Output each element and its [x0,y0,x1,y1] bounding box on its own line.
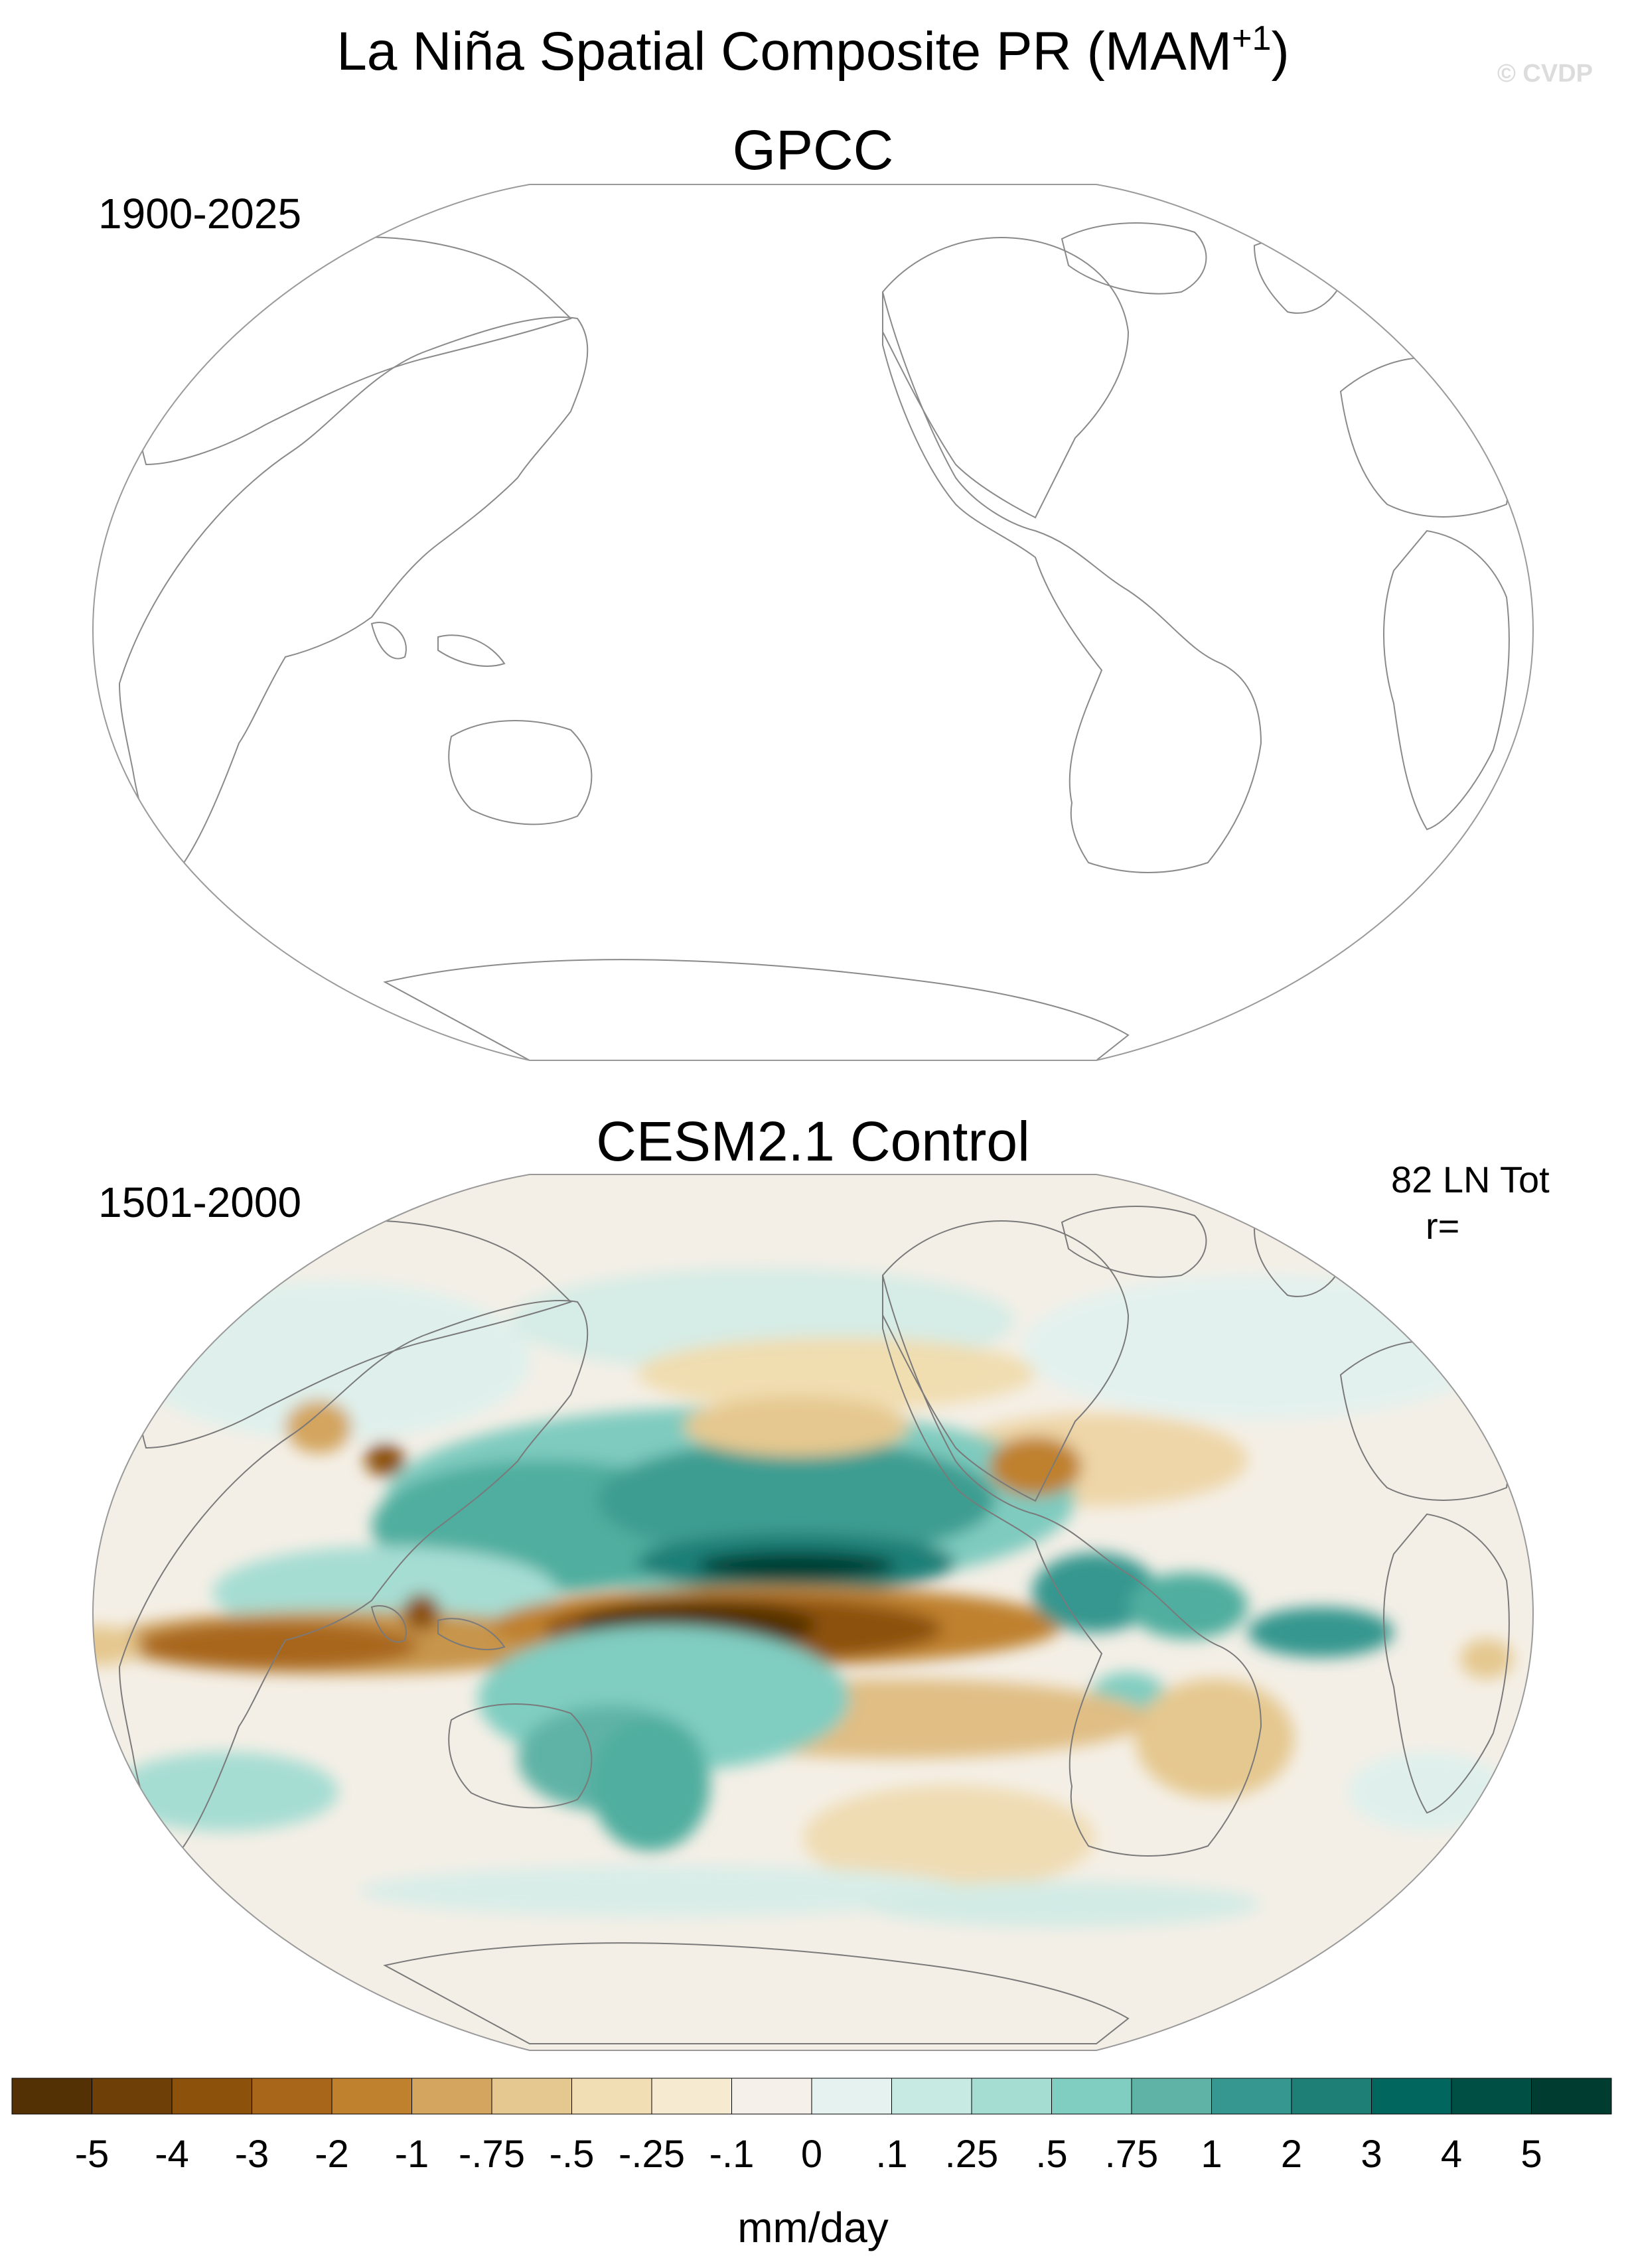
colorbar-box [1451,2078,1532,2115]
title-superscript: +1 [1232,19,1272,58]
colorbar-box [811,2078,892,2115]
colorbar: -5 -4 -3 -2 -1 -.75 -.5 -.25 -.1 0 .1 .25 .5 .75 1 2 3 4 5 [11,2078,1612,2176]
panel2-period: 1501-2000 [98,1178,302,1226]
colorbar-tick-labels: -5 -4 -3 -2 -1 -.75 -.5 -.25 -.1 0 .1 .25 .5 .75 1 2 3 4 5 [75,2133,1542,2176]
colorbar-box [1531,2078,1612,2115]
colorbar-box [1211,2078,1292,2115]
colorbar-box [1051,2078,1132,2115]
colorbar-box [92,2078,173,2115]
colorbar-unit: mm/day [737,2204,889,2251]
panel2-correlation: r= [1426,1205,1460,1247]
colorbar-tick-label: -.25 [619,2133,685,2176]
colorbar-box [11,2078,92,2115]
watermark: © CVDP [1497,60,1593,88]
precip-field [93,1174,1533,2050]
colorbar-tick-label: .1 [875,2133,907,2176]
colorbar-tick-label: -2 [315,2133,349,2176]
colorbar-box [731,2078,812,2115]
colorbar-box [171,2078,252,2115]
colorbar-box [252,2078,333,2115]
colorbar-tick-label: 0 [801,2133,822,2176]
colorbar-box [1131,2078,1212,2115]
map-gpcc [92,184,1534,1061]
panel2-title: CESM2.1 Control [596,1110,1030,1172]
colorbar-tick-label: .25 [945,2133,999,2176]
colorbar-box [1371,2078,1452,2115]
colorbar-tick-label: -4 [155,2133,189,2176]
panel1-title: GPCC [732,119,894,181]
colorbar-tick-label: -3 [235,2133,269,2176]
colorbar-tick-label: 2 [1281,2133,1302,2176]
colorbar-box [491,2078,572,2115]
colorbar-tick-label: -5 [75,2133,110,2176]
colorbar-box [571,2078,652,2115]
colorbar-tick-label: 1 [1201,2133,1222,2176]
panel1-period: 1900-2025 [98,190,302,238]
colorbar-tick-label: -.75 [459,2133,525,2176]
colorbar-tick-label: 5 [1520,2133,1542,2176]
colorbar-boxes [11,2078,1612,2115]
colorbar-box [1291,2078,1372,2115]
colorbar-tick-label: .5 [1035,2133,1067,2176]
figure-title: La Niña Spatial Composite PR (MAM+1) [336,19,1290,82]
colorbar-box [651,2078,732,2115]
colorbar-tick-label: -1 [395,2133,429,2176]
colorbar-tick-label: .75 [1105,2133,1159,2176]
coastlines-gpcc [119,222,1510,1060]
colorbar-tick-label: 3 [1361,2133,1382,2176]
colorbar-box [411,2078,492,2115]
colorbar-tick-label: 4 [1441,2133,1462,2176]
colorbar-tick-label: -.5 [550,2133,595,2176]
map-cesm [92,1174,1534,2051]
map-frame-gpcc [92,184,1534,1061]
panel2-event-count: 82 LN Tot [1391,1159,1550,1200]
colorbar-tick-label: -.1 [709,2133,755,2176]
map-frame-cesm [92,1174,1534,2051]
colorbar-box [331,2078,412,2115]
map-panels [92,184,1534,2051]
colorbar-box [971,2078,1052,2115]
colorbar-box [891,2078,972,2115]
